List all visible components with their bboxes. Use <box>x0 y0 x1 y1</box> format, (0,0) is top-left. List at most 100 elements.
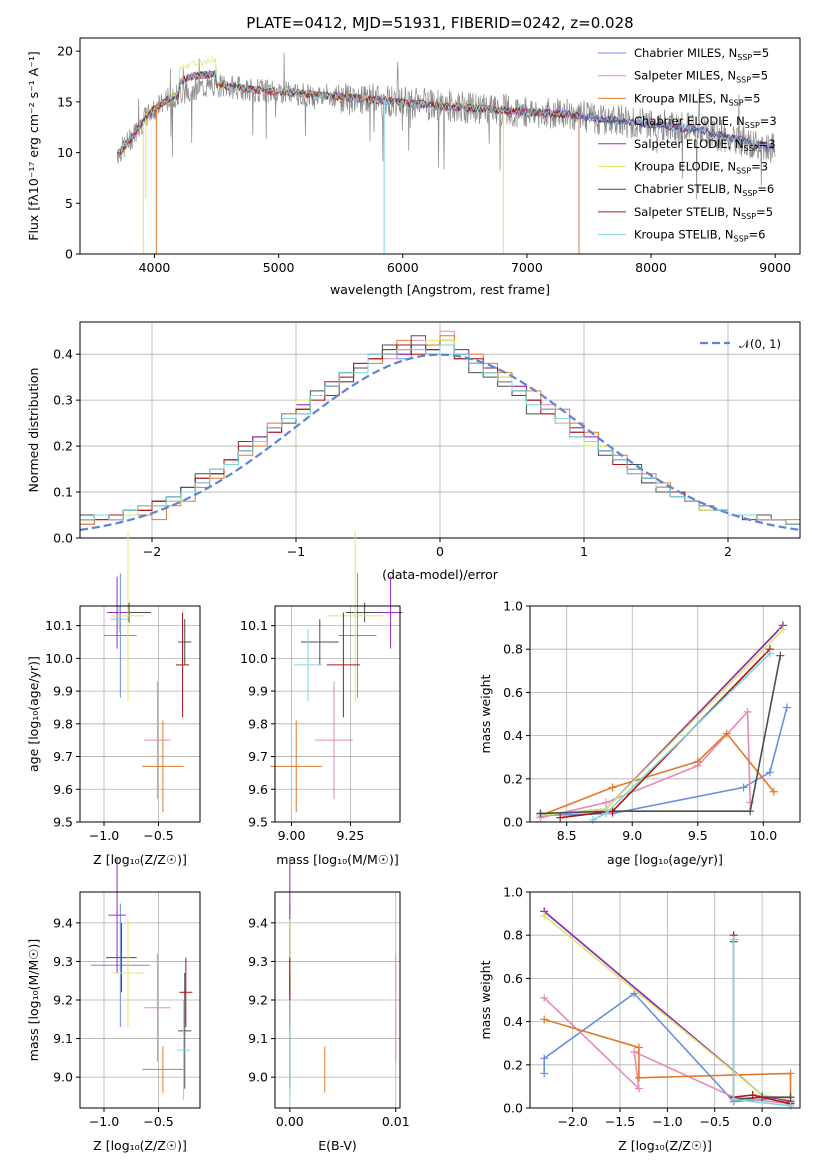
age_z-ytick-label: 9.9 <box>53 684 73 699</box>
mass_ebv-xtick-label: 0.00 <box>276 1114 304 1129</box>
mass-weight-marker <box>743 707 752 716</box>
mass-weight-marker <box>746 798 755 807</box>
figure-title: PLATE=0412, MJD=51931, FIBERID=0242, z=0… <box>246 14 633 32</box>
residuals-ytick-label: 0.1 <box>53 485 73 500</box>
mass-weight-marker <box>722 729 731 738</box>
mw_age-ytick-label: 0.0 <box>503 815 523 830</box>
age_mass-ytick-label: 9.7 <box>248 749 268 764</box>
mw_z-xlabel: Z [log₁₀(Z/Z☉)] <box>618 1138 712 1153</box>
mw_age-xtick-label: 8.5 <box>557 828 577 843</box>
mass_ebv-ytick-label: 9.1 <box>248 1031 268 1046</box>
mass_z-xlabel: Z [log₁₀(Z/Z☉)] <box>93 1138 187 1153</box>
age_mass-ytick-label: 10.1 <box>240 618 268 633</box>
legend-entry: Kroupa STELIB, NSSP=6 <box>634 228 765 244</box>
age_z-ytick-label: 9.5 <box>53 815 73 830</box>
spectrum-ytick-label: 10 <box>57 145 73 160</box>
mass-weight-marker <box>540 1015 549 1024</box>
age_mass-frame <box>274 605 401 823</box>
age_mass-ytick-label: 9.8 <box>248 716 268 731</box>
mass_z-ytick-label: 9.3 <box>53 954 73 969</box>
legend-normal-label: 𝒩(0, 1) <box>739 337 781 351</box>
mass-weight-marker <box>608 807 617 816</box>
mass-weight-marker <box>540 1069 549 1078</box>
spectrum-model-line <box>117 70 775 157</box>
mass-weight-marker <box>556 813 565 822</box>
residuals-xtick-label: −1 <box>287 544 305 559</box>
age_mass-ytick-label: 9.6 <box>248 782 268 797</box>
mass-weight-marker <box>776 651 785 660</box>
legend-entry: Chabrier ELODIE, NSSP=3 <box>634 114 777 130</box>
age_z-panel: −1.0 −0.5 9.5 9.6 9.7 9.8 9.9 10.0 10.1 Z [log₁₀(… <box>26 530 201 867</box>
mw_age-ytick-label: 0.6 <box>503 685 523 700</box>
mw_z-ytick-label: 0.8 <box>503 928 523 943</box>
spectrum-ytick-label: 5 <box>65 196 73 211</box>
mass_ebv-xtick-label: 0.01 <box>382 1114 410 1129</box>
spectrum-panel: 4000 5000 6000 7000 8000 9000 0 5 10 15 20 waveleng… <box>26 37 801 297</box>
spectrum-xtick-label: 5000 <box>263 260 295 275</box>
mass-weight-marker <box>739 783 748 792</box>
mw_z-xtick-label: 0.0 <box>752 1114 772 1129</box>
mass_z-xtick-label: −0.5 <box>143 1114 173 1129</box>
mass-weight-marker <box>765 649 774 658</box>
mw_z-ylabel: mass weight <box>478 960 493 1039</box>
residuals-xtick-label: −2 <box>143 544 161 559</box>
normal-curve <box>79 353 801 531</box>
mass-weight-marker <box>748 1091 757 1100</box>
spectrum-xtick-label: 9000 <box>759 260 791 275</box>
age_mass-ytick-label: 9.9 <box>248 684 268 699</box>
mass_z-ylabel: mass [log₁₀(M/M☉)] <box>26 939 41 1061</box>
mass-weight-marker <box>778 625 787 634</box>
age_z-xlabel: Z [log₁₀(Z/Z☉)] <box>93 852 187 867</box>
mw_age-xtick-label: 9.5 <box>688 828 708 843</box>
spectrum-xlabel: wavelength [Angstrom, rest frame] <box>330 282 550 297</box>
mass_ebv-ytick-label: 9.4 <box>248 915 268 930</box>
mass_z-ytick-label: 9.0 <box>53 1070 73 1085</box>
residuals-xtick-label: 1 <box>580 544 588 559</box>
mw_age-ytick-label: 1.0 <box>503 599 523 614</box>
age_z-ytick-label: 10.0 <box>45 651 73 666</box>
mass-weight-marker <box>729 1095 738 1104</box>
mass_ebv-panel: 0.00 0.01 9.0 9.1 9.2 9.3 9.4 E(B-V) <box>248 857 410 1153</box>
spectrum-xtick-label: 6000 <box>387 260 419 275</box>
mw_age-ytick-label: 0.8 <box>503 642 523 657</box>
residuals-xtick-label: 2 <box>724 544 732 559</box>
age_mass-xlabel: mass [log₁₀(M/M☉)] <box>276 852 398 867</box>
mw_z-ytick-label: 0.4 <box>503 1014 523 1029</box>
spectrum-ytick-label: 0 <box>65 247 73 262</box>
mass-weight-marker <box>693 757 702 766</box>
mw_age-xlabel: age [log₁₀(age/yr)] <box>607 852 723 867</box>
spectrum-frame <box>79 37 801 255</box>
mass_ebv-xlabel: E(B-V) <box>318 1138 357 1153</box>
residuals-frame <box>79 321 801 539</box>
spectrum-xtick-label: 8000 <box>635 260 667 275</box>
age_mass-ytick-label: 10.0 <box>240 651 268 666</box>
mw_z-ytick-label: 0.6 <box>503 971 523 986</box>
mass-weight-marker <box>746 807 755 816</box>
legend-entry: Chabrier MILES, NSSP=5 <box>634 46 769 62</box>
mass-weight-marker <box>634 1073 643 1082</box>
mass-weight-line <box>540 655 782 815</box>
residuals-ytick-label: 0.4 <box>53 347 73 362</box>
mass-weight-marker <box>634 1043 643 1052</box>
age_z-xtick-label: −0.5 <box>143 828 173 843</box>
age_z-ytick-label: 9.6 <box>53 782 73 797</box>
mw_z-xtick-label: −1.0 <box>652 1114 682 1129</box>
mass_z-xtick-label: −1.0 <box>89 1114 119 1129</box>
mw_z-panel: −2.0 −1.5 −1.0 −0.5 0.0 0.0 0.2 0.4 0.6 0.8 1.0 Z [… <box>478 885 801 1153</box>
mass-weight-marker <box>602 809 611 818</box>
legend-entry: Salpeter MILES, NSSP=5 <box>634 69 768 85</box>
age_z-ytick-label: 10.1 <box>45 618 73 633</box>
legend-entry: Kroupa MILES, NSSP=5 <box>634 91 760 107</box>
age_mass-panel: 9.00 9.25 9.5 9.6 9.7 9.8 9.9 10.0 10.1 mass [log… <box>240 530 403 867</box>
mass_z-ytick-label: 9.1 <box>53 1031 73 1046</box>
mass_ebv-frame <box>274 891 401 1109</box>
mass-weight-marker <box>630 1047 639 1056</box>
mass_z-frame <box>79 891 201 1109</box>
mass-weight-marker <box>536 809 545 818</box>
spectrum-ylabel: Flux [fλ10⁻¹⁷ erg cm⁻² s⁻¹ A⁻¹] <box>26 51 41 240</box>
mw_z-ytick-label: 0.0 <box>503 1101 523 1116</box>
mass-weight-marker <box>729 935 738 944</box>
residuals-panel: −2 −1 0 1 2 0.0 0.1 0.2 0.3 0.4 𝒩(0, 1) (data-model… <box>26 321 801 582</box>
residuals-xlabel: (data-model)/error <box>382 567 499 582</box>
